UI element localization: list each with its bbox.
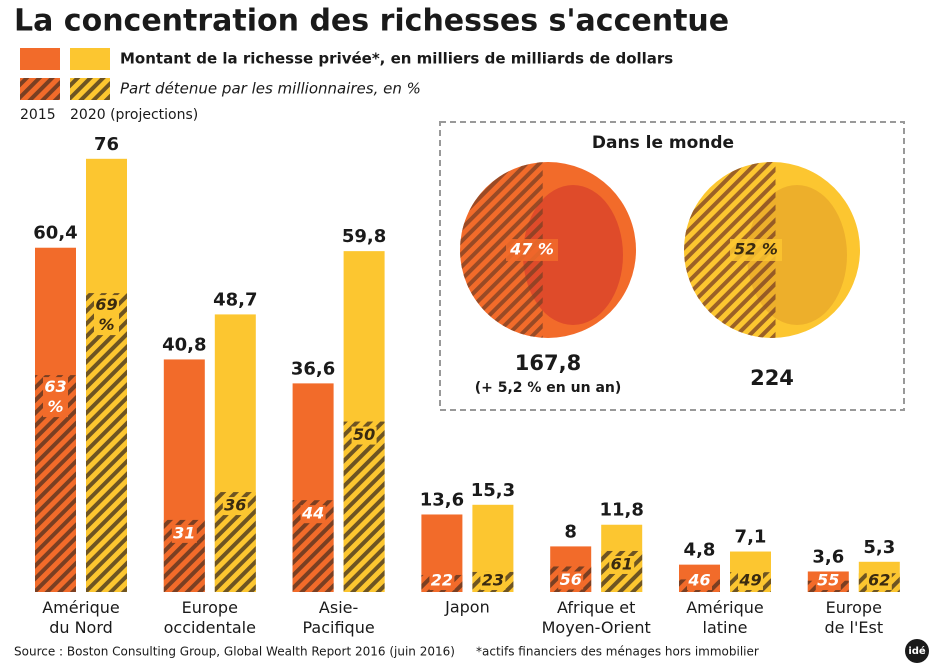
share-label-bg: [43, 377, 68, 418]
value-label: 5,3: [863, 537, 895, 558]
share-label: 31: [173, 523, 195, 542]
share-bar: [86, 293, 127, 592]
value-label: 11,8: [599, 500, 643, 521]
legend-swatch: [70, 78, 110, 100]
category-label: Europe occidentale: [164, 598, 256, 637]
logo-circle: [905, 639, 929, 663]
share-label: 55: [817, 571, 839, 590]
globe-note: (+ 5,2 % en un an): [475, 380, 622, 396]
category-label: Amérique latine: [686, 598, 764, 637]
share-bar: [343, 421, 385, 592]
legend-label: Montant de la richesse privée*, en milli…: [120, 50, 673, 68]
title: La concentration des richesses s'accentu…: [14, 4, 729, 39]
value-label: 48,7: [213, 289, 257, 310]
legend-year: 2020 (projections): [70, 107, 198, 123]
share-label-bg: [171, 524, 197, 543]
globe-share-bg: [506, 239, 558, 261]
value-label: 4,8: [684, 540, 716, 561]
share-label-bg: [480, 572, 506, 590]
value-label: 59,8: [342, 226, 386, 247]
globe-share-label: 52 %: [734, 240, 778, 259]
share-label-bg: [429, 572, 455, 590]
footnote: *actifs financiers des ménages hors immo…: [476, 645, 759, 659]
share-label: 50: [353, 425, 375, 444]
legend-swatch: [70, 48, 110, 70]
value-label: 76: [94, 134, 119, 155]
value-label: 13,6: [420, 489, 464, 510]
legend-label: Part détenue par les millionnaires, en %: [120, 80, 421, 98]
share-label: 62: [868, 571, 890, 590]
share-label: 49: [738, 571, 761, 590]
share-label-bg: [351, 426, 377, 445]
legend-swatch: [20, 78, 60, 100]
world-title: Dans le monde: [592, 133, 734, 153]
source: Source : Boston Consulting Group, Global…: [14, 645, 455, 659]
share-label: 63%: [44, 377, 66, 416]
globe-share-bg: [730, 239, 782, 261]
value-label: 8: [564, 521, 577, 542]
globe-value: 167,8: [515, 351, 581, 375]
legend-swatch: [20, 48, 60, 70]
share-label-bg: [94, 295, 119, 336]
globe-value: 224: [750, 366, 794, 390]
legend-year: 2015: [20, 107, 56, 123]
category-label: Asie-Pacifique: [302, 598, 374, 637]
share-label-bg: [222, 497, 248, 516]
share-label-bg: [687, 572, 712, 590]
logo: idé: [908, 645, 926, 657]
share-label: 22: [431, 571, 453, 590]
category-label: Amérique du Nord: [42, 598, 120, 637]
value-label: 7,1: [735, 527, 767, 548]
share-label: 61: [611, 554, 633, 573]
share-label: 56: [560, 570, 582, 589]
value-label: 36,6: [291, 358, 335, 379]
share-label: 46: [687, 571, 710, 590]
share-label-bg: [815, 572, 841, 590]
share-label: 44: [301, 504, 324, 523]
category-label: Afrique et Moyen-Orient: [542, 598, 651, 637]
share-label-bg: [558, 571, 584, 590]
share-label: 23: [482, 571, 504, 590]
value-label: 60,4: [33, 223, 77, 244]
share-label-bg: [738, 572, 763, 590]
value-label: 15,3: [471, 480, 515, 501]
share-label: 69%: [95, 295, 117, 334]
world-box: [439, 121, 905, 411]
share-label-bg: [866, 572, 892, 590]
globe-land: [523, 185, 623, 325]
share-label: 36: [224, 496, 246, 515]
share-label-bg: [609, 555, 635, 574]
category-label: Europe de l'Est: [824, 598, 883, 637]
category-label: Japon: [444, 598, 490, 617]
share-label-bg: [300, 505, 326, 524]
value-label: 3,6: [812, 546, 844, 567]
value-label: 40,8: [162, 334, 206, 355]
globe-share-label: 47 %: [509, 240, 554, 259]
